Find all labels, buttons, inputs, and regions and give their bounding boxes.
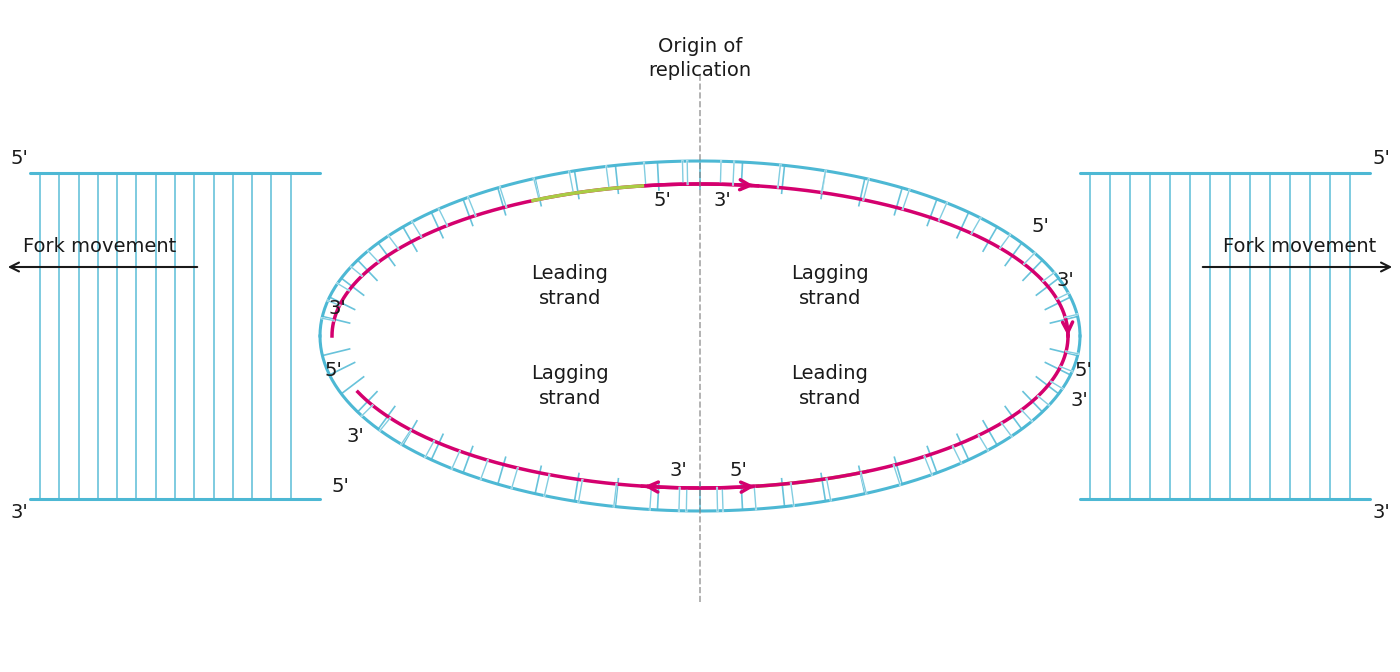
Text: Lagging
strand: Lagging strand: [531, 364, 609, 408]
Text: 3': 3': [328, 298, 346, 317]
Text: Leading
strand: Leading strand: [791, 364, 868, 408]
Text: Fork movement: Fork movement: [24, 237, 176, 257]
Text: 3': 3': [1372, 503, 1390, 523]
Text: 5': 5': [10, 149, 28, 169]
Text: Fork movement: Fork movement: [1224, 237, 1376, 257]
Text: 5': 5': [1372, 149, 1390, 169]
Text: Leading
strand: Leading strand: [532, 264, 609, 308]
Text: 3': 3': [713, 192, 731, 210]
Text: 3': 3': [346, 427, 364, 446]
Text: 5': 5': [652, 192, 671, 210]
Text: 5': 5': [1030, 216, 1049, 235]
Text: 5': 5': [1075, 362, 1093, 380]
Text: Lagging
strand: Lagging strand: [791, 264, 869, 308]
Text: 3': 3': [1070, 392, 1088, 411]
Text: 3': 3': [10, 503, 28, 523]
Text: 5': 5': [325, 362, 343, 380]
Text: 3': 3': [669, 462, 687, 480]
Text: 5': 5': [330, 476, 349, 495]
Text: 3': 3': [1056, 271, 1074, 290]
Text: Origin of
replication: Origin of replication: [648, 37, 752, 79]
Text: 5': 5': [729, 462, 748, 480]
